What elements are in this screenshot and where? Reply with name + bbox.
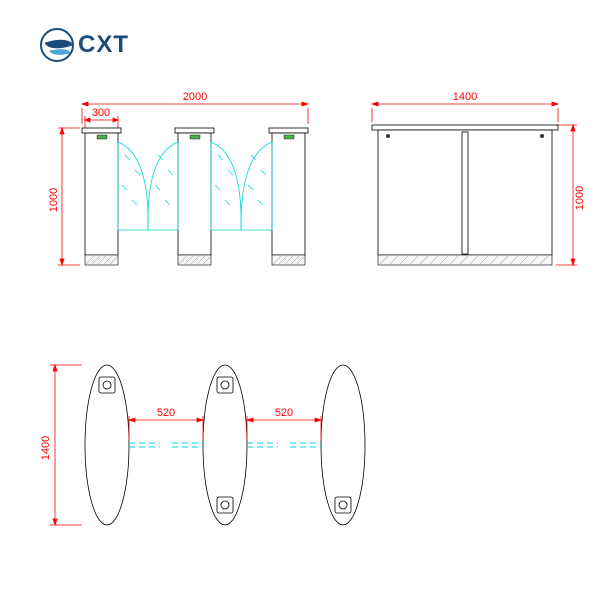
dim-lane-1-label: 520	[157, 407, 175, 419]
post1-indicator	[97, 135, 107, 139]
dim-side-width	[372, 102, 558, 122]
dim-front-height	[58, 128, 80, 265]
post3-cap	[269, 128, 308, 133]
dim-side-height-label: 1000	[574, 186, 586, 210]
logo-text: CXT	[78, 31, 129, 59]
brand-logo: CXT	[40, 28, 129, 62]
dim-lane-2-label: 520	[275, 407, 293, 419]
side-body	[378, 130, 552, 255]
dim-post-width-label: 300	[92, 107, 110, 119]
post1-body	[85, 133, 118, 255]
top-plan-view: 1400	[40, 365, 365, 525]
side-cap	[372, 125, 558, 130]
dim-front-height-label: 1000	[48, 188, 60, 212]
post2-body	[178, 133, 211, 255]
side-elevation-view: 1400 1000	[372, 91, 586, 265]
post2-indicator	[190, 135, 200, 139]
post3-indicator	[284, 135, 294, 139]
side-dot-left	[386, 134, 390, 138]
dim-lane-1	[129, 416, 203, 440]
post3-body	[272, 133, 305, 255]
side-dot-right	[540, 134, 544, 138]
dim-front-width-label: 2000	[183, 91, 207, 103]
post1-cap	[82, 128, 121, 133]
dim-lane-2	[247, 416, 321, 440]
dim-top-length	[50, 365, 82, 525]
post2-cap	[175, 128, 214, 133]
front-elevation-view: 2000 300 1000	[48, 91, 308, 265]
logo-swoosh-icon	[40, 28, 74, 62]
dim-side-width-label: 1400	[453, 91, 477, 103]
technical-drawing: 2000 300 1000	[0, 0, 600, 600]
dim-top-length-label: 1400	[40, 436, 52, 460]
